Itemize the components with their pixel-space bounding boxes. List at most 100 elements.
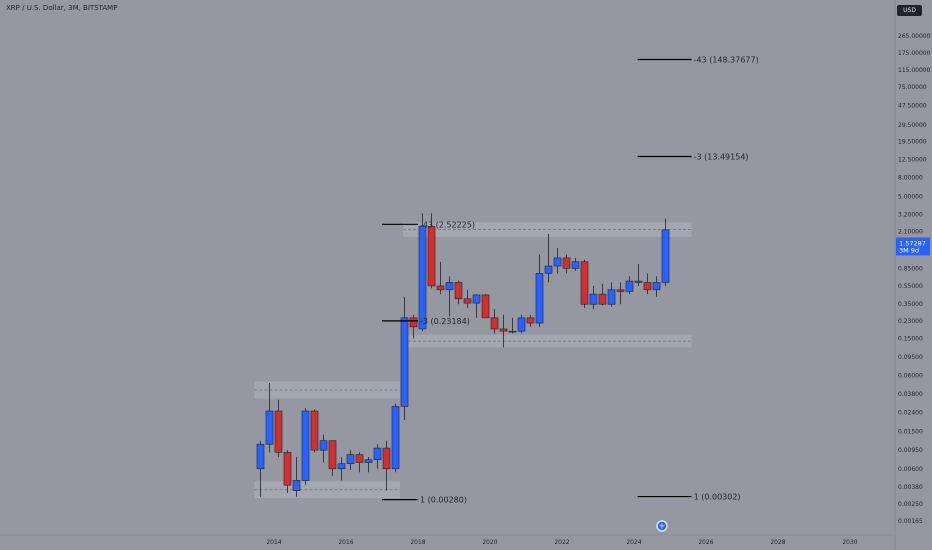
candle-body bbox=[292, 480, 301, 491]
candle-body bbox=[418, 226, 427, 330]
price-tick-label: 0.23000 bbox=[898, 318, 923, 325]
level-label: -3 (0.23184) bbox=[420, 317, 470, 326]
time-tick-label: 2030 bbox=[842, 539, 857, 546]
candle-body bbox=[625, 280, 634, 292]
candle-body bbox=[544, 265, 553, 274]
candle-body bbox=[661, 229, 670, 283]
candle-body bbox=[454, 282, 463, 300]
time-tick-label: 2028 bbox=[770, 539, 785, 546]
price-label-value: 1.57287 bbox=[899, 239, 926, 247]
price-tick-label: 0.35000 bbox=[898, 301, 923, 308]
zone-3 bbox=[403, 222, 692, 237]
price-tick-label: 0.03800 bbox=[898, 391, 923, 398]
candle-body bbox=[436, 285, 445, 291]
price-tick-label: 0.00165 bbox=[898, 518, 923, 525]
level-label: 1 (0.00280) bbox=[420, 496, 467, 505]
price-tick-label: 8.00000 bbox=[898, 175, 923, 182]
time-tick-label: 2016 bbox=[338, 539, 353, 546]
price-tick-label: 0.00950 bbox=[898, 447, 923, 454]
level-label: -3 (13.49154) bbox=[694, 152, 749, 161]
candle-body bbox=[652, 282, 661, 291]
time-tick-label: 2026 bbox=[698, 539, 713, 546]
symbol-title: XRP / U.S. Dollar, 3M, BITSTAMP bbox=[6, 4, 118, 12]
add-button[interactable]: + bbox=[656, 520, 668, 532]
candle-body bbox=[571, 261, 580, 269]
candle-body bbox=[319, 440, 328, 451]
price-axis[interactable]: 265.00000 175.00000 115.00000 75.00000 47.50… bbox=[894, 0, 931, 550]
candle-body bbox=[265, 410, 274, 445]
time-axis[interactable]: 2014 2016 2018 2020 2022 2024 2026 2028 2030 bbox=[0, 534, 895, 546]
candle-body bbox=[355, 454, 364, 463]
candle-body bbox=[598, 293, 607, 305]
candle-body bbox=[643, 282, 652, 291]
candle-body bbox=[301, 410, 310, 481]
candle-body bbox=[463, 298, 472, 304]
candle-body bbox=[400, 317, 409, 407]
price-tick-label: 47.50000 bbox=[898, 103, 927, 110]
plus-icon: + bbox=[659, 522, 666, 531]
candle-body bbox=[517, 317, 526, 332]
price-tick-label: 3.20000 bbox=[898, 212, 923, 219]
level-label: 1 (0.00302) bbox=[694, 493, 741, 502]
zone-2 bbox=[403, 334, 692, 348]
zones-layer bbox=[254, 222, 692, 499]
candle-body bbox=[526, 317, 535, 324]
candle-body bbox=[445, 282, 454, 291]
candle-body bbox=[409, 317, 418, 328]
candle-body bbox=[562, 257, 571, 269]
price-tick-label: 0.06000 bbox=[898, 373, 923, 380]
candle-body bbox=[490, 317, 499, 330]
price-tick-label: 115.00000 bbox=[898, 67, 931, 74]
candle-body bbox=[364, 459, 373, 463]
price-tick-label: 0.00600 bbox=[898, 466, 923, 473]
candles-layer bbox=[256, 213, 670, 497]
candle-body bbox=[373, 447, 382, 461]
price-tick-label: 0.55000 bbox=[898, 283, 923, 290]
time-tick-label: 2020 bbox=[482, 539, 497, 546]
price-tick-label: 0.02400 bbox=[898, 410, 923, 417]
currency-badge[interactable]: USD bbox=[897, 5, 922, 16]
time-tick-label: 2014 bbox=[266, 539, 281, 546]
time-tick-label: 2024 bbox=[626, 539, 641, 546]
candle-body bbox=[589, 293, 598, 305]
candle-body bbox=[310, 410, 319, 451]
price-tick-label: 75.00000 bbox=[898, 84, 927, 91]
candle-body bbox=[391, 406, 400, 470]
time-tick-label: 2022 bbox=[554, 539, 569, 546]
candle-body bbox=[499, 328, 508, 332]
candle-body bbox=[382, 447, 391, 470]
candle-body bbox=[535, 273, 544, 324]
levels-layer: -43 (148.37677) -3 (13.49154) 1 (0.00302) -… bbox=[382, 55, 759, 505]
candle-body bbox=[337, 463, 346, 470]
candle-body bbox=[481, 294, 490, 319]
price-tick-label: 29.50000 bbox=[898, 122, 927, 129]
price-tick-label: 175.00000 bbox=[898, 50, 931, 57]
candle-body bbox=[346, 454, 355, 465]
price-tick-label: 19.50000 bbox=[898, 139, 927, 146]
candle-body bbox=[472, 294, 481, 304]
price-tick-label: 0.15000 bbox=[898, 336, 923, 343]
candle-body bbox=[553, 257, 562, 267]
price-tick-label: 2.10000 bbox=[898, 229, 923, 236]
price-tick-label: 0.00380 bbox=[898, 484, 923, 491]
time-tick-label: 2018 bbox=[410, 539, 425, 546]
price-tick-label: 5.00000 bbox=[898, 194, 923, 201]
candle-body bbox=[274, 410, 283, 453]
candle-body bbox=[634, 280, 643, 283]
price-tick-label: 0.09500 bbox=[898, 354, 923, 361]
level-label: -43 (2.52225) bbox=[420, 220, 475, 229]
candle-body bbox=[580, 261, 589, 305]
price-tick-label: 12.50000 bbox=[898, 157, 927, 164]
price-tick-label: 0.01500 bbox=[898, 429, 923, 436]
candle-body bbox=[427, 226, 436, 287]
price-tick-label: 0.00250 bbox=[898, 501, 923, 508]
price-tick-label: 0.85000 bbox=[898, 265, 923, 272]
candle-body bbox=[328, 440, 337, 470]
price-label-countdown: 3M 9d bbox=[899, 246, 919, 254]
price-label-bg bbox=[896, 237, 930, 256]
candle-body bbox=[508, 330, 517, 333]
candle-body bbox=[256, 443, 265, 470]
plus-circle-icon[interactable] bbox=[656, 520, 668, 532]
